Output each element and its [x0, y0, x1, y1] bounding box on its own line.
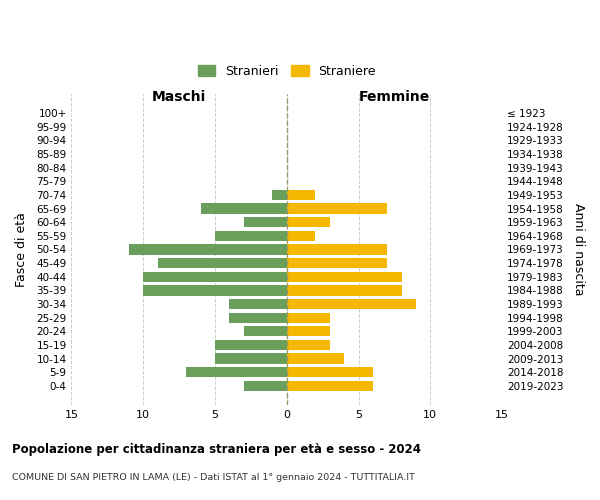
- Bar: [244, 217, 287, 228]
- Bar: [287, 354, 344, 364]
- Bar: [287, 204, 387, 214]
- Bar: [200, 204, 287, 214]
- Bar: [287, 258, 387, 268]
- Bar: [244, 381, 287, 391]
- Bar: [229, 312, 287, 323]
- Legend: Stranieri, Straniere: Stranieri, Straniere: [193, 60, 381, 82]
- Bar: [287, 244, 387, 254]
- Text: Femmine: Femmine: [359, 90, 430, 104]
- Bar: [287, 340, 330, 350]
- Bar: [215, 340, 287, 350]
- Bar: [287, 272, 401, 282]
- Text: Popolazione per cittadinanza straniera per età e sesso - 2024: Popolazione per cittadinanza straniera p…: [12, 442, 421, 456]
- Bar: [287, 381, 373, 391]
- Bar: [287, 286, 401, 296]
- Bar: [272, 190, 287, 200]
- Bar: [244, 326, 287, 336]
- Y-axis label: Fasce di età: Fasce di età: [15, 212, 28, 287]
- Bar: [143, 286, 287, 296]
- Bar: [158, 258, 287, 268]
- Bar: [186, 367, 287, 378]
- Bar: [287, 190, 316, 200]
- Bar: [143, 272, 287, 282]
- Text: COMUNE DI SAN PIETRO IN LAMA (LE) - Dati ISTAT al 1° gennaio 2024 - TUTTITALIA.I: COMUNE DI SAN PIETRO IN LAMA (LE) - Dati…: [12, 473, 415, 482]
- Bar: [229, 299, 287, 309]
- Bar: [287, 326, 330, 336]
- Bar: [215, 354, 287, 364]
- Bar: [129, 244, 287, 254]
- Bar: [215, 230, 287, 241]
- Bar: [287, 299, 416, 309]
- Bar: [287, 217, 330, 228]
- Text: Maschi: Maschi: [152, 90, 206, 104]
- Bar: [287, 230, 316, 241]
- Bar: [287, 367, 373, 378]
- Y-axis label: Anni di nascita: Anni di nascita: [572, 203, 585, 296]
- Bar: [287, 312, 330, 323]
